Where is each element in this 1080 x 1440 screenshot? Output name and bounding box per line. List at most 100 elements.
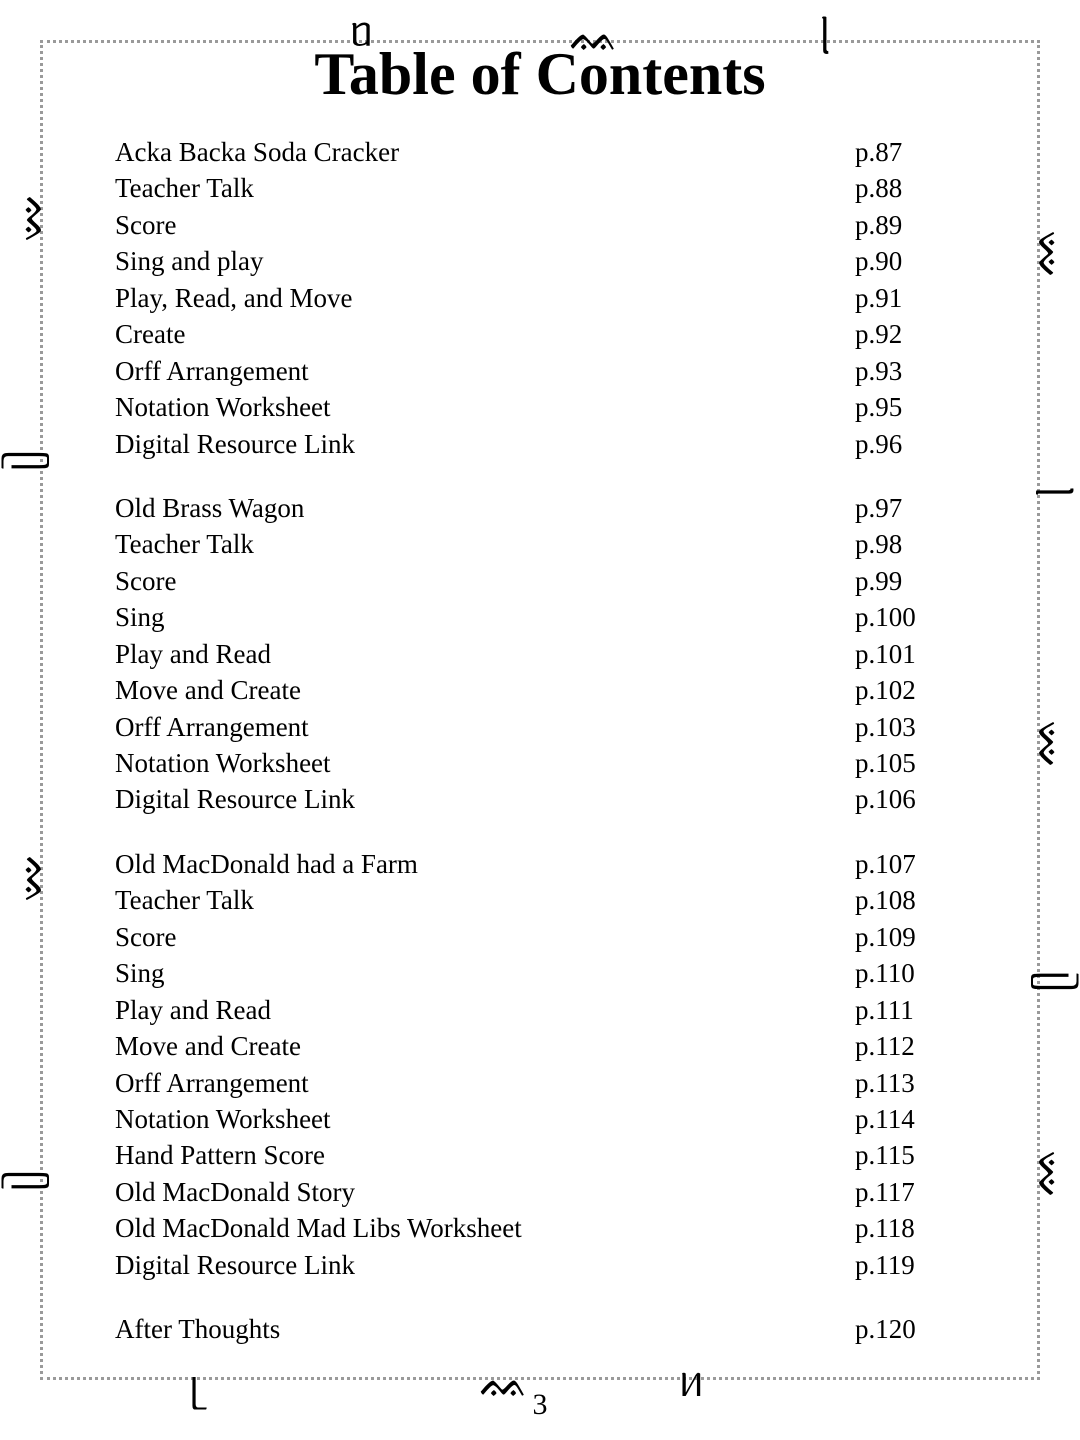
toc-row: Teacher Talkp.98: [115, 526, 975, 562]
toc-label: Move and Create: [115, 672, 855, 708]
toc-page: p.100: [855, 599, 975, 635]
toc-group: Acka Backa Soda Crackerp.87Teacher Talkp…: [115, 134, 975, 462]
squiggle-icon: ᥫ: [4, 1170, 46, 1191]
toc-page: p.118: [855, 1210, 975, 1246]
toc-label: Notation Worksheet: [115, 389, 855, 425]
toc-group: Old Brass Wagonp.97Teacher Talkp.98Score…: [115, 490, 975, 818]
toc-label: Old Brass Wagon: [115, 490, 855, 526]
toc-row: Old MacDonald had a Farmp.107: [115, 846, 975, 882]
toc-label: Digital Resource Link: [115, 1247, 855, 1283]
toc-row: Digital Resource Linkp.106: [115, 781, 975, 817]
toc-page: p.87: [855, 134, 975, 170]
toc-row: Old MacDonald Storyp.117: [115, 1174, 975, 1210]
toc-page: p.92: [855, 316, 975, 352]
toc-row: Old MacDonald Mad Libs Worksheetp.118: [115, 1210, 975, 1246]
toc-page: p.88: [855, 170, 975, 206]
toc-label: Move and Create: [115, 1028, 855, 1064]
toc-page: p.90: [855, 243, 975, 279]
toc-label: Orff Arrangement: [115, 709, 855, 745]
toc-row: Orff Arrangementp.93: [115, 353, 975, 389]
toc-label: Score: [115, 207, 855, 243]
toc-label: Teacher Talk: [115, 526, 855, 562]
toc-row: Scorep.99: [115, 563, 975, 599]
toc-label: Notation Worksheet: [115, 745, 855, 781]
toc-page: p.110: [855, 955, 975, 991]
toc-row: Notation Worksheetp.114: [115, 1101, 975, 1137]
toc-label: Sing: [115, 599, 855, 635]
toc-row: Orff Arrangementp.103: [115, 709, 975, 745]
toc-page: p.101: [855, 636, 975, 672]
toc-row: Acka Backa Soda Crackerp.87: [115, 134, 975, 170]
toc-page: p.113: [855, 1065, 975, 1101]
toc-page: p.109: [855, 919, 975, 955]
toc-row: Notation Worksheetp.95: [115, 389, 975, 425]
toc-row: Play and Readp.101: [115, 636, 975, 672]
toc-row: Play and Readp.111: [115, 992, 975, 1028]
toc-page: p.95: [855, 389, 975, 425]
toc-label: Hand Pattern Score: [115, 1137, 855, 1173]
toc-group: Old MacDonald had a Farmp.107Teacher Tal…: [115, 846, 975, 1283]
toc-row: Move and Createp.112: [115, 1028, 975, 1064]
toc-label: Digital Resource Link: [115, 781, 855, 817]
squiggle-icon: ᥫ: [4, 450, 46, 471]
toc-page: p.112: [855, 1028, 975, 1064]
toc-row: Scorep.89: [115, 207, 975, 243]
toc-row: Singp.110: [115, 955, 975, 991]
toc-page: p.111: [855, 992, 975, 1028]
toc-page: p.102: [855, 672, 975, 708]
toc-label: Sing: [115, 955, 855, 991]
page-number: 3: [0, 1388, 1080, 1422]
squiggle-icon: ᥣ: [1039, 485, 1080, 496]
toc-row: Play, Read, and Movep.91: [115, 280, 975, 316]
toc-row: Scorep.109: [115, 919, 975, 955]
toc-label: Play, Read, and Move: [115, 280, 855, 316]
toc-page: p.120: [855, 1311, 975, 1347]
page: ᥝ ᨐ ᥣ ᨐ ᥫ ᨐ ᥫ ᨐ ᥣ ᨐ ᥫ ᨐ ᥨ ᨐ ᥢ Table of C…: [0, 0, 1080, 1440]
toc-row: Digital Resource Linkp.96: [115, 426, 975, 462]
toc-label: Score: [115, 563, 855, 599]
toc-page: p.107: [855, 846, 975, 882]
toc-row: Singp.100: [115, 599, 975, 635]
toc-page: p.93: [855, 353, 975, 389]
toc-page: p.98: [855, 526, 975, 562]
toc-group: After Thoughtsp.120: [115, 1311, 975, 1347]
toc-page: p.114: [855, 1101, 975, 1137]
toc-row: Teacher Talkp.108: [115, 882, 975, 918]
toc-label: Create: [115, 316, 855, 352]
toc-row: Move and Createp.102: [115, 672, 975, 708]
table-of-contents: Acka Backa Soda Crackerp.87Teacher Talkp…: [50, 134, 1030, 1348]
toc-page: p.106: [855, 781, 975, 817]
toc-row: Notation Worksheetp.105: [115, 745, 975, 781]
toc-page: p.105: [855, 745, 975, 781]
toc-row: Old Brass Wagonp.97: [115, 490, 975, 526]
toc-label: Digital Resource Link: [115, 426, 855, 462]
toc-page: p.91: [855, 280, 975, 316]
toc-page: p.103: [855, 709, 975, 745]
toc-label: Score: [115, 919, 855, 955]
toc-row: Digital Resource Linkp.119: [115, 1247, 975, 1283]
toc-page: p.117: [855, 1174, 975, 1210]
toc-row: Hand Pattern Scorep.115: [115, 1137, 975, 1173]
toc-label: Old MacDonald had a Farm: [115, 846, 855, 882]
toc-label: Acka Backa Soda Cracker: [115, 134, 855, 170]
toc-label: Play and Read: [115, 992, 855, 1028]
toc-page: p.108: [855, 882, 975, 918]
toc-label: Old MacDonald Mad Libs Worksheet: [115, 1210, 855, 1246]
toc-row: After Thoughtsp.120: [115, 1311, 975, 1347]
page-title: Table of Contents: [50, 40, 1030, 109]
toc-label: Play and Read: [115, 636, 855, 672]
toc-label: Teacher Talk: [115, 882, 855, 918]
toc-row: Teacher Talkp.88: [115, 170, 975, 206]
toc-label: Old MacDonald Story: [115, 1174, 855, 1210]
toc-label: Orff Arrangement: [115, 353, 855, 389]
toc-label: Sing and play: [115, 243, 855, 279]
toc-page: p.99: [855, 563, 975, 599]
toc-page: p.119: [855, 1247, 975, 1283]
toc-label: After Thoughts: [115, 1311, 855, 1347]
toc-row: Orff Arrangementp.113: [115, 1065, 975, 1101]
toc-page: p.97: [855, 490, 975, 526]
toc-row: Createp.92: [115, 316, 975, 352]
squiggle-icon: ᥫ: [1034, 970, 1076, 991]
toc-label: Teacher Talk: [115, 170, 855, 206]
toc-label: Orff Arrangement: [115, 1065, 855, 1101]
